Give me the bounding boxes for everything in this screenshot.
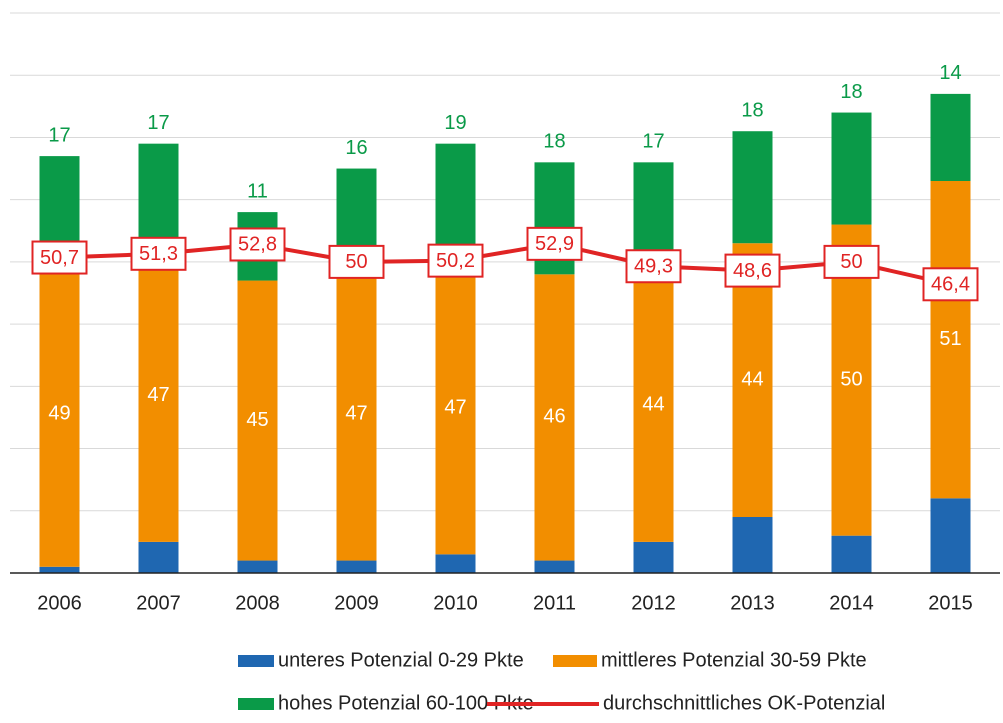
legend-label: durchschnittliches OK-Potenzial xyxy=(603,692,885,714)
data-label: 17 xyxy=(48,124,70,146)
line-label-box xyxy=(823,244,880,279)
data-label: 49 xyxy=(48,403,70,425)
line-label: 50 xyxy=(840,251,862,273)
bar-segment xyxy=(435,554,476,573)
line-label: 52,9 xyxy=(535,233,574,255)
bar-segment xyxy=(732,131,773,244)
bar-segment xyxy=(336,268,377,561)
line-label: 50 xyxy=(345,251,367,273)
bar-segment xyxy=(39,261,80,567)
x-tick-label: 2012 xyxy=(631,592,676,614)
line-label-box xyxy=(427,243,484,278)
line-label: 51,3 xyxy=(139,243,178,265)
line-label-box xyxy=(526,226,583,261)
legend-swatch xyxy=(553,655,597,667)
data-label: 47 xyxy=(345,403,367,425)
data-label: 46 xyxy=(543,406,565,428)
x-tick-label: 2010 xyxy=(433,592,478,614)
bar-segment xyxy=(732,243,773,517)
line-label: 48,6 xyxy=(733,260,772,282)
x-tick-label: 2011 xyxy=(533,592,576,614)
bar-segment xyxy=(732,517,773,573)
legend-label: mittleres Potenzial 30-59 Pkte xyxy=(601,649,867,671)
line-label: 49,3 xyxy=(634,256,673,278)
bar-segment xyxy=(534,274,575,561)
bar-segment xyxy=(831,112,872,225)
data-label: 47 xyxy=(147,384,169,406)
line-label-box xyxy=(328,244,385,279)
line-label-box xyxy=(229,227,286,262)
line-label-box xyxy=(724,253,781,288)
line-label: 46,4 xyxy=(931,274,970,296)
line-label: 50,2 xyxy=(436,250,475,272)
data-label: 18 xyxy=(741,100,763,122)
line-label: 52,8 xyxy=(238,234,277,256)
line-label-box xyxy=(130,236,187,271)
data-label: 18 xyxy=(543,131,565,153)
line-series xyxy=(59,241,951,287)
bar-segment xyxy=(534,560,575,573)
bar-segment xyxy=(138,143,179,250)
bar-segment xyxy=(336,560,377,573)
bar-segment xyxy=(435,143,476,262)
data-label: 51 xyxy=(939,328,961,350)
x-tick-label: 2007 xyxy=(136,592,181,614)
data-label: 16 xyxy=(345,137,367,159)
bar-segment xyxy=(39,566,80,573)
legend-swatch xyxy=(238,698,274,710)
legend-label: unteres Potenzial 0-29 Pkte xyxy=(278,649,524,671)
line-label-box xyxy=(31,240,88,275)
data-label: 45 xyxy=(246,409,268,431)
bar-segment xyxy=(138,249,179,542)
bar-segment xyxy=(930,93,971,181)
data-label: 50 xyxy=(840,368,862,390)
bar-segment xyxy=(831,535,872,573)
bar-segment xyxy=(138,541,179,573)
x-tick-label: 2015 xyxy=(928,592,973,614)
x-tick-label: 2014 xyxy=(829,592,874,614)
line-label: 50,7 xyxy=(40,247,79,269)
x-tick-label: 2009 xyxy=(334,592,379,614)
bar-segment xyxy=(237,560,278,573)
data-label: 18 xyxy=(840,81,862,103)
bar-segment xyxy=(435,261,476,555)
bar-segment xyxy=(633,541,674,573)
x-tick-label: 2013 xyxy=(730,592,775,614)
legend-swatch xyxy=(238,655,274,667)
x-tick-label: 2006 xyxy=(37,592,82,614)
data-label: 14 xyxy=(939,62,961,84)
data-label: 44 xyxy=(741,368,763,390)
data-label: 17 xyxy=(642,131,664,153)
data-label: 44 xyxy=(642,393,664,415)
bar-segment xyxy=(237,280,278,561)
data-label: 47 xyxy=(444,396,466,418)
x-tick-label: 2008 xyxy=(235,592,280,614)
bar-segment xyxy=(633,268,674,542)
line-label-box xyxy=(625,249,682,284)
bar-segment xyxy=(930,181,971,499)
bar-segment xyxy=(930,498,971,573)
legend-label: hohes Potenzial 60-100 Pkte xyxy=(278,692,534,714)
data-label: 17 xyxy=(147,112,169,134)
line-label-box xyxy=(922,267,979,302)
data-label: 19 xyxy=(444,112,466,134)
data-label: 11 xyxy=(247,180,268,202)
